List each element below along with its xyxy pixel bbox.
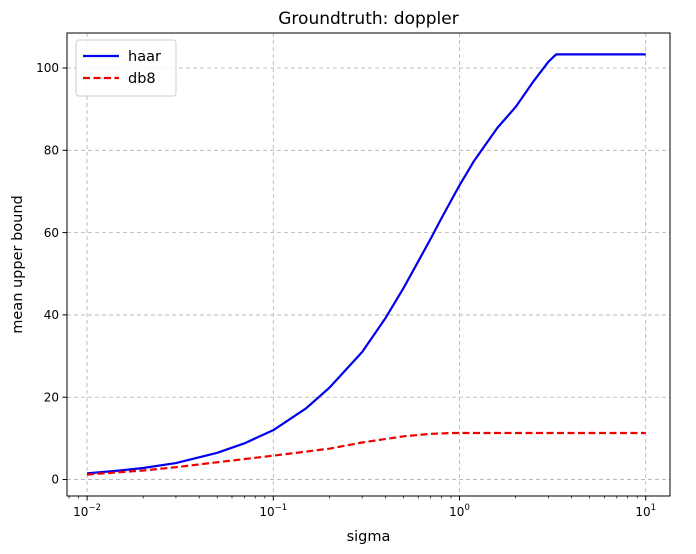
legend-box [75,39,177,97]
plot-frame [66,32,671,497]
legend-label-db8: db8 [128,71,156,87]
y-tick-label: 60 [44,226,59,240]
series-line-haar [86,53,646,475]
axis-ticks: 10−2 10−1 100 101 0 20 40 60 80 100 [36,61,656,519]
series-lines [86,53,646,476]
y-axis-label: mean upper bound [10,195,26,333]
y-tick-label: 80 [44,143,59,157]
chart-title: Groundtruth: doppler [278,9,458,29]
legend-label-haar: haar [128,49,161,65]
y-tick-label: 100 [36,61,59,75]
x-tick-label: 101 [635,503,656,519]
y-tick-label: 40 [44,308,59,322]
legend: haar db8 [75,39,177,97]
x-tick-label: 10−2 [73,503,101,519]
y-tick-label: 20 [44,390,59,404]
x-tick-label: 100 [449,503,470,519]
x-tick-label: 10−1 [259,503,287,519]
x-axis-label: sigma [347,529,391,545]
series-line-db8 [87,431,646,476]
y-tick-label: 0 [51,473,59,487]
grid-lines [67,33,670,496]
